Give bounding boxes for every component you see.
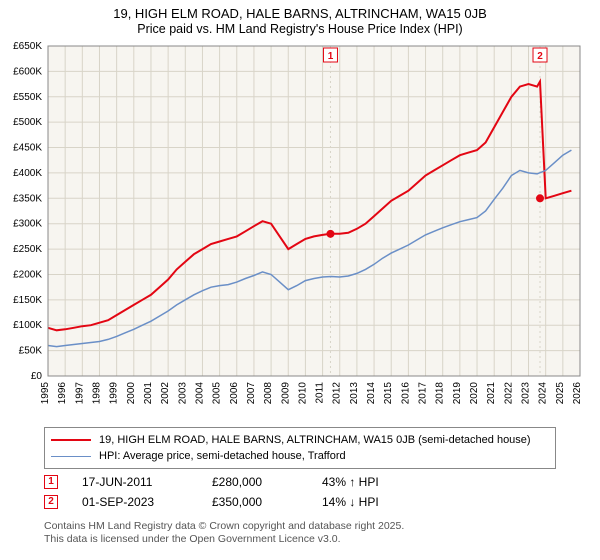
x-tick-label: 2007 [246,382,257,405]
x-tick-label: 2025 [555,382,566,405]
sale-dot [536,194,544,202]
x-tick-label: 2010 [297,382,308,405]
y-tick-label: £450K [13,143,42,154]
marker-label: 1 [328,51,334,62]
legend-row: 19, HIGH ELM ROAD, HALE BARNS, ALTRINCHA… [51,432,549,448]
marker-label: 2 [537,51,543,62]
sale-price: £350,000 [212,495,322,509]
y-tick-label: £300K [13,219,42,230]
sale-price: £280,000 [212,475,322,489]
x-tick-label: 2026 [572,382,583,405]
y-tick-label: £50K [19,346,43,357]
x-tick-label: 2018 [435,382,446,405]
y-tick-label: £150K [13,295,42,306]
x-tick-label: 2011 [315,382,326,404]
x-tick-label: 2006 [229,382,240,405]
x-tick-label: 2016 [400,382,411,405]
legend-label: HPI: Average price, semi-detached house,… [99,450,346,462]
y-tick-label: £250K [13,244,42,255]
y-tick-label: £0 [31,371,43,382]
sale-dot [326,230,334,238]
sale-date: 01-SEP-2023 [82,495,212,509]
x-tick-label: 2003 [177,382,188,405]
x-tick-label: 2009 [280,382,291,405]
chart-title: 19, HIGH ELM ROAD, HALE BARNS, ALTRINCHA… [0,6,600,21]
x-tick-label: 2024 [538,382,549,405]
x-tick-label: 2001 [143,382,154,405]
x-tick-label: 2012 [332,382,343,405]
x-tick-label: 2004 [194,382,205,405]
x-tick-label: 2023 [521,382,532,405]
legend-swatch [51,456,91,457]
x-tick-label: 2002 [160,382,171,405]
y-tick-label: £650K [13,41,42,52]
license-line: Contains HM Land Registry data © Crown c… [44,520,404,533]
sales-table: 1 17-JUN-2011£280,00043% ↑ HPI 2 01-SEP-202… [44,472,379,512]
x-tick-label: 1998 [91,382,102,405]
y-tick-label: £500K [13,117,42,128]
x-tick-label: 2005 [212,382,223,405]
y-tick-label: £550K [13,92,42,103]
y-tick-label: £350K [13,193,42,204]
x-tick-label: 2017 [418,382,429,405]
legend-row: HPI: Average price, semi-detached house,… [51,448,549,464]
x-tick-label: 2014 [366,382,377,405]
x-tick-label: 2019 [452,382,463,405]
x-tick-label: 2021 [486,382,497,405]
x-tick-label: 2020 [469,382,480,405]
chart-subtitle: Price paid vs. HM Land Registry's House … [0,22,600,36]
sale-date: 17-JUN-2011 [82,475,212,489]
legend: 19, HIGH ELM ROAD, HALE BARNS, ALTRINCHA… [44,427,556,469]
sale-diff: 43% ↑ HPI [322,475,379,489]
x-tick-label: 2013 [349,382,360,405]
license-line: This data is licensed under the Open Gov… [44,533,404,546]
x-tick-label: 2008 [263,382,274,405]
x-tick-label: 1996 [57,382,68,405]
legend-label: 19, HIGH ELM ROAD, HALE BARNS, ALTRINCHA… [99,434,531,446]
sales-row: 2 01-SEP-2023£350,00014% ↓ HPI [44,492,379,512]
y-tick-label: £200K [13,269,42,280]
x-tick-label: 2015 [383,382,394,405]
title-block: 19, HIGH ELM ROAD, HALE BARNS, ALTRINCHA… [0,0,600,36]
sales-row: 1 17-JUN-2011£280,00043% ↑ HPI [44,472,379,492]
sale-diff: 14% ↓ HPI [322,495,379,509]
x-tick-label: 1997 [74,382,85,405]
legend-swatch [51,439,91,441]
license-text: Contains HM Land Registry data © Crown c… [44,520,404,546]
x-tick-label: 1999 [109,382,120,405]
y-tick-label: £400K [13,168,42,179]
chart-area: £0 £50K £100K £150K £200K £250K £300K £350K £400… [0,36,600,416]
sale-marker-icon: 1 [44,475,58,489]
chart-svg: £0 £50K £100K £150K £200K £250K £300K £350K £400… [0,36,600,416]
x-tick-label: 2022 [503,382,514,405]
x-tick-label: 2000 [126,382,137,405]
sale-marker-icon: 2 [44,495,58,509]
plot-bg [48,46,580,376]
y-tick-label: £600K [13,66,42,77]
y-tick-label: £100K [13,320,42,331]
figure: 19, HIGH ELM ROAD, HALE BARNS, ALTRINCHA… [0,0,600,560]
x-tick-label: 1995 [40,382,51,405]
